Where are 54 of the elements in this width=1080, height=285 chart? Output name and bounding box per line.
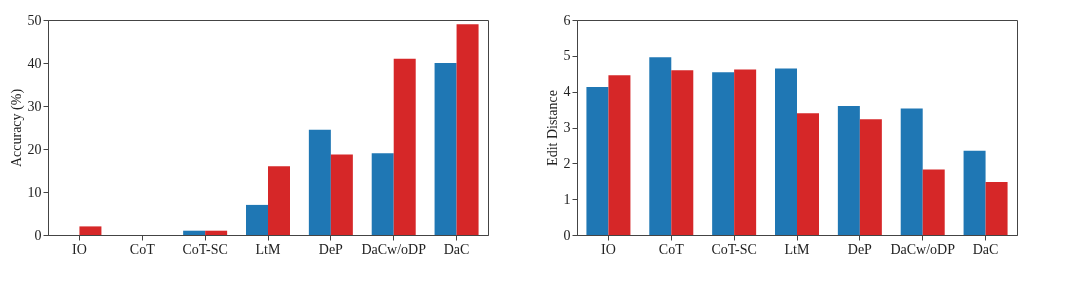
y-tick-label: 6 xyxy=(563,12,571,28)
y-tick-label: 4 xyxy=(563,84,571,100)
bar xyxy=(775,68,797,235)
x-tick-label: DaC xyxy=(443,241,470,257)
x-tick-label: CoT-SC xyxy=(711,241,757,257)
bar xyxy=(456,24,479,235)
bar xyxy=(837,106,860,235)
bar xyxy=(393,58,416,235)
x-tick-label: DaCw/oDP xyxy=(890,241,956,257)
x-tick-label: CoT xyxy=(658,241,685,257)
y-tick-label: 30 xyxy=(27,98,42,114)
bar xyxy=(712,72,735,235)
x-tick-label: DeP xyxy=(847,241,873,257)
y-tick-label: 2 xyxy=(563,155,571,171)
y-tick-label: 1 xyxy=(563,191,571,207)
bar xyxy=(671,70,694,235)
x-tick-label: DaC xyxy=(972,241,999,257)
bar xyxy=(734,69,757,235)
y-tick-label: 0 xyxy=(34,227,42,243)
bar xyxy=(859,119,882,235)
bar xyxy=(586,87,609,235)
y-tick-label: 50 xyxy=(27,12,42,28)
y-axis-title: Edit Distance xyxy=(544,90,560,166)
bar xyxy=(900,108,923,235)
bar xyxy=(79,226,102,235)
x-tick-label: CoT xyxy=(129,241,156,257)
bar xyxy=(268,166,290,235)
x-tick-label: IO xyxy=(72,241,87,257)
bar xyxy=(649,57,672,235)
x-tick-label: LtM xyxy=(255,241,281,257)
bar xyxy=(183,230,206,235)
bar xyxy=(371,153,394,235)
x-tick-label: IO xyxy=(601,241,616,257)
x-tick-label: CoT-SC xyxy=(182,241,228,257)
y-tick-label: 5 xyxy=(563,48,571,64)
bar xyxy=(985,181,1008,235)
x-tick-label: DaCw/oDP xyxy=(361,241,427,257)
bar xyxy=(434,63,457,235)
y-tick-label: 20 xyxy=(27,141,42,157)
bar xyxy=(205,230,228,235)
bar xyxy=(963,150,986,235)
x-tick-label: DeP xyxy=(318,241,344,257)
bar xyxy=(330,154,353,235)
y-tick-label: 40 xyxy=(27,55,42,71)
bar xyxy=(608,75,631,235)
y-tick-label: 3 xyxy=(563,120,571,135)
y-axis-title: Accuracy (%) xyxy=(8,88,25,168)
bar xyxy=(308,129,331,235)
bar xyxy=(797,113,819,235)
bar xyxy=(246,204,268,235)
y-tick-label: 10 xyxy=(27,184,42,200)
x-tick-label: LtM xyxy=(784,241,810,257)
bar xyxy=(922,169,945,235)
y-tick-label: 0 xyxy=(563,227,571,243)
